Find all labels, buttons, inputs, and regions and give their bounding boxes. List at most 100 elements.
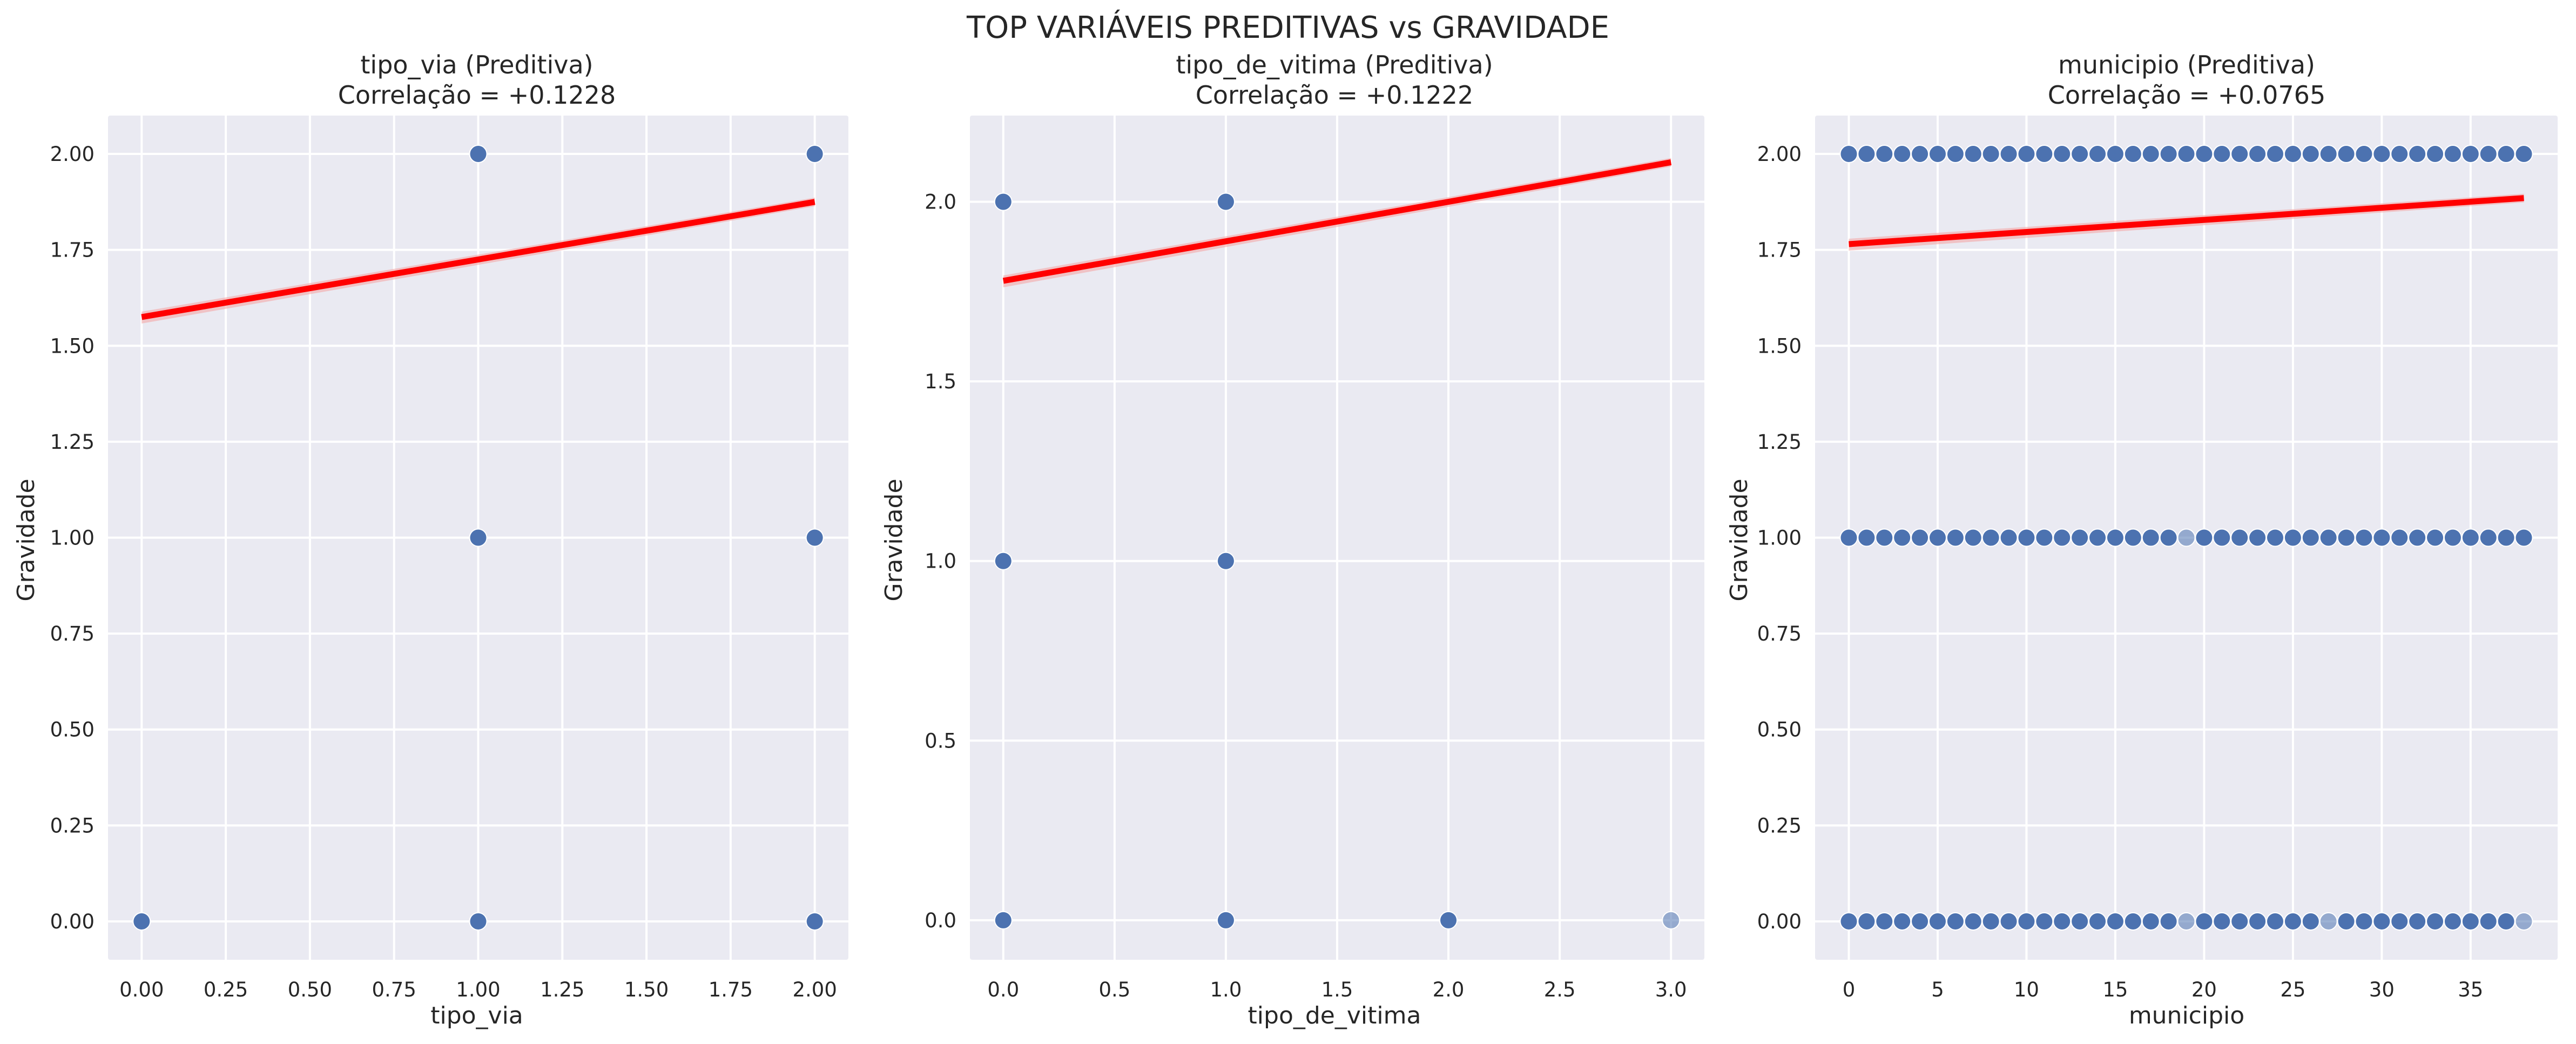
data-point bbox=[2372, 912, 2391, 931]
data-point bbox=[1981, 528, 2000, 547]
data-point bbox=[2408, 145, 2427, 164]
data-point bbox=[805, 912, 824, 931]
data-point bbox=[2123, 528, 2142, 547]
data-point bbox=[2301, 912, 2320, 931]
data-point bbox=[1981, 912, 2000, 931]
data-point bbox=[2283, 912, 2302, 931]
x-tick-label: 0.50 bbox=[288, 978, 332, 1001]
y-tick-label: 0.75 bbox=[1757, 622, 1802, 645]
data-point bbox=[469, 528, 488, 547]
data-point bbox=[2461, 528, 2480, 547]
data-point bbox=[2514, 912, 2533, 931]
data-point bbox=[2390, 528, 2409, 547]
x-tick-label: 0.0 bbox=[987, 978, 1019, 1001]
data-point bbox=[1999, 145, 2018, 164]
data-point bbox=[2265, 912, 2284, 931]
data-point bbox=[2071, 912, 2089, 931]
data-point bbox=[2017, 912, 2036, 931]
data-point bbox=[2514, 528, 2533, 547]
x-tick-label: 2.5 bbox=[1544, 978, 1576, 1001]
data-point bbox=[1857, 912, 1876, 931]
data-point bbox=[2106, 912, 2125, 931]
data-point bbox=[1439, 911, 1458, 930]
data-point bbox=[2071, 528, 2089, 547]
data-point bbox=[2479, 528, 2498, 547]
data-point bbox=[2017, 528, 2036, 547]
y-axis-label: Gravidade bbox=[880, 479, 908, 601]
data-point bbox=[2319, 912, 2338, 931]
data-point bbox=[2301, 145, 2320, 164]
x-tick-label: 20 bbox=[2191, 978, 2217, 1001]
data-point bbox=[1839, 528, 1858, 547]
data-point bbox=[2514, 145, 2533, 164]
data-point bbox=[2088, 912, 2107, 931]
data-point bbox=[1964, 528, 1982, 547]
x-tick-label: 35 bbox=[2458, 978, 2483, 1001]
data-point bbox=[2248, 528, 2267, 547]
y-tick-label: 1.00 bbox=[50, 527, 95, 550]
x-tick-label: 0 bbox=[1843, 978, 1856, 1001]
data-point bbox=[2035, 912, 2054, 931]
data-point bbox=[2195, 145, 2214, 164]
x-tick-label: 0.00 bbox=[119, 978, 164, 1001]
subplot-municipio: municipio (Preditiva) Correlação = +0.07… bbox=[1725, 50, 2558, 1029]
subplot-title-line2: Correlação = +0.1222 bbox=[1196, 80, 1473, 110]
data-point bbox=[2301, 528, 2320, 547]
data-point bbox=[469, 145, 488, 164]
y-tick-label: 1.5 bbox=[925, 370, 956, 393]
x-tick-label: 0.25 bbox=[204, 978, 248, 1001]
data-point bbox=[2479, 145, 2498, 164]
data-point bbox=[2248, 145, 2267, 164]
figure-suptitle: TOP VARIÁVEIS PREDITIVAS vs GRAVIDADE bbox=[966, 10, 1609, 45]
data-point bbox=[1893, 912, 1912, 931]
regression-line bbox=[141, 199, 815, 320]
x-tick-label: 0.75 bbox=[372, 978, 416, 1001]
y-tick-label: 0.0 bbox=[925, 909, 956, 932]
data-point bbox=[2443, 912, 2462, 931]
x-tick-label: 2.0 bbox=[1433, 978, 1465, 1001]
data-point bbox=[1893, 145, 1912, 164]
data-point bbox=[1875, 528, 1894, 547]
data-point bbox=[2337, 528, 2356, 547]
x-tick-label: 3.0 bbox=[1655, 978, 1687, 1001]
data-point bbox=[1928, 912, 1947, 931]
data-point bbox=[2053, 145, 2072, 164]
data-point bbox=[2230, 145, 2249, 164]
subplot-tipo-de-vitima: tipo_de_vitima (Preditiva) Correlação = … bbox=[880, 50, 1704, 1029]
data-point bbox=[2195, 528, 2214, 547]
data-point bbox=[2088, 528, 2107, 547]
data-point bbox=[2372, 145, 2391, 164]
data-point bbox=[2461, 145, 2480, 164]
data-point bbox=[1216, 911, 1235, 930]
data-point bbox=[2337, 145, 2356, 164]
data-point bbox=[2106, 145, 2125, 164]
data-point bbox=[2408, 528, 2427, 547]
data-point bbox=[2123, 912, 2142, 931]
data-point bbox=[1911, 912, 1930, 931]
data-point bbox=[2213, 528, 2231, 547]
data-point bbox=[2088, 145, 2107, 164]
data-point bbox=[2230, 912, 2249, 931]
data-point bbox=[805, 145, 824, 164]
data-point bbox=[1839, 912, 1858, 931]
data-point bbox=[1964, 912, 1982, 931]
data-point bbox=[1928, 528, 1947, 547]
data-point bbox=[2035, 145, 2054, 164]
data-point bbox=[469, 912, 488, 931]
x-axis-label: municipio bbox=[2129, 1002, 2244, 1029]
y-axis-label: Gravidade bbox=[1725, 479, 1753, 601]
data-point bbox=[2017, 145, 2036, 164]
data-point bbox=[2053, 528, 2072, 547]
data-point bbox=[1946, 912, 1965, 931]
y-axis-label: Gravidade bbox=[12, 479, 40, 601]
data-point bbox=[2035, 528, 2054, 547]
y-tick-label: 0.5 bbox=[925, 729, 956, 752]
data-point bbox=[2355, 912, 2373, 931]
data-point bbox=[2159, 528, 2178, 547]
data-point bbox=[1999, 528, 2018, 547]
data-point bbox=[1875, 145, 1894, 164]
x-tick-label: 25 bbox=[2280, 978, 2305, 1001]
data-point bbox=[2443, 145, 2462, 164]
y-tick-label: 0.50 bbox=[50, 718, 95, 742]
